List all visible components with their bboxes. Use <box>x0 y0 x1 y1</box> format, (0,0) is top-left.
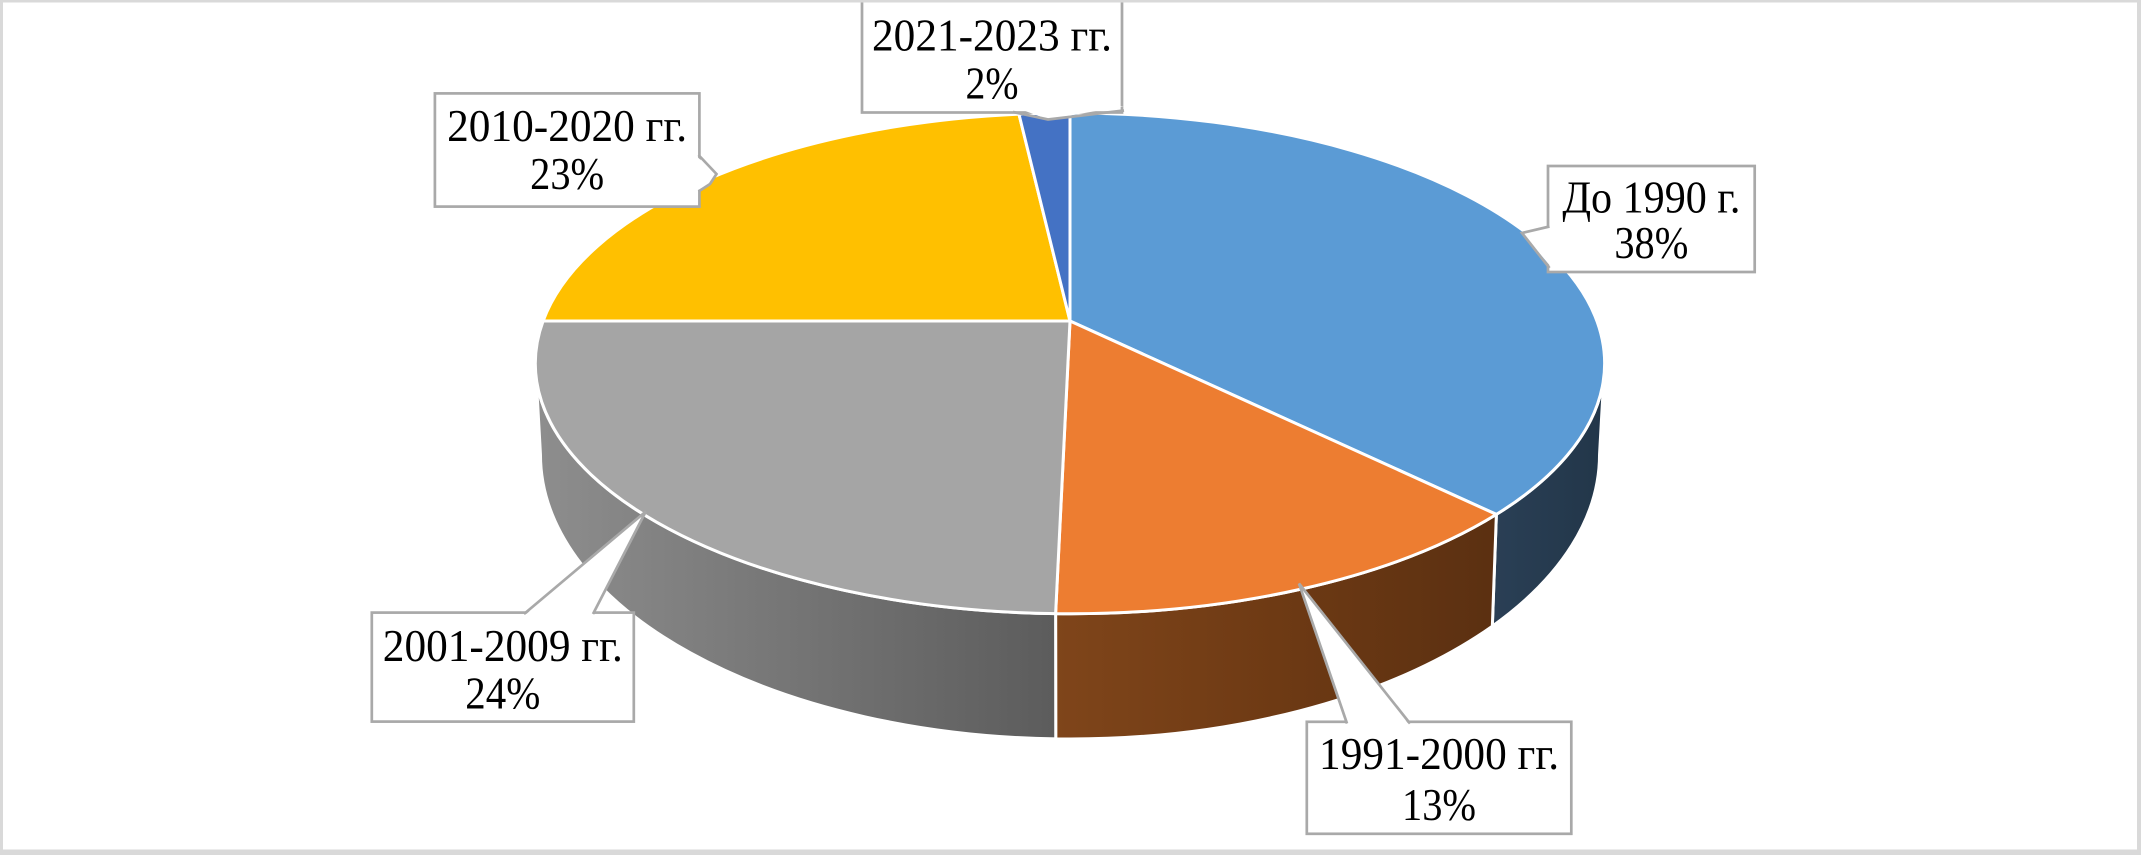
svg-text:13%: 13% <box>1402 779 1476 830</box>
svg-text:До 1990 г.: До 1990 г. <box>1562 172 1740 223</box>
svg-text:38%: 38% <box>1614 217 1688 268</box>
svg-text:2010-2020 гг.: 2010-2020 гг. <box>447 100 687 151</box>
svg-text:2001-2009 гг.: 2001-2009 гг. <box>383 620 623 671</box>
svg-text:1991-2000 гг.: 1991-2000 гг. <box>1319 728 1559 779</box>
svg-text:2%: 2% <box>966 57 1019 108</box>
svg-text:23%: 23% <box>530 148 604 199</box>
svg-text:24%: 24% <box>465 668 540 719</box>
svg-text:2021-2023 гг.: 2021-2023 гг. <box>872 9 1112 60</box>
